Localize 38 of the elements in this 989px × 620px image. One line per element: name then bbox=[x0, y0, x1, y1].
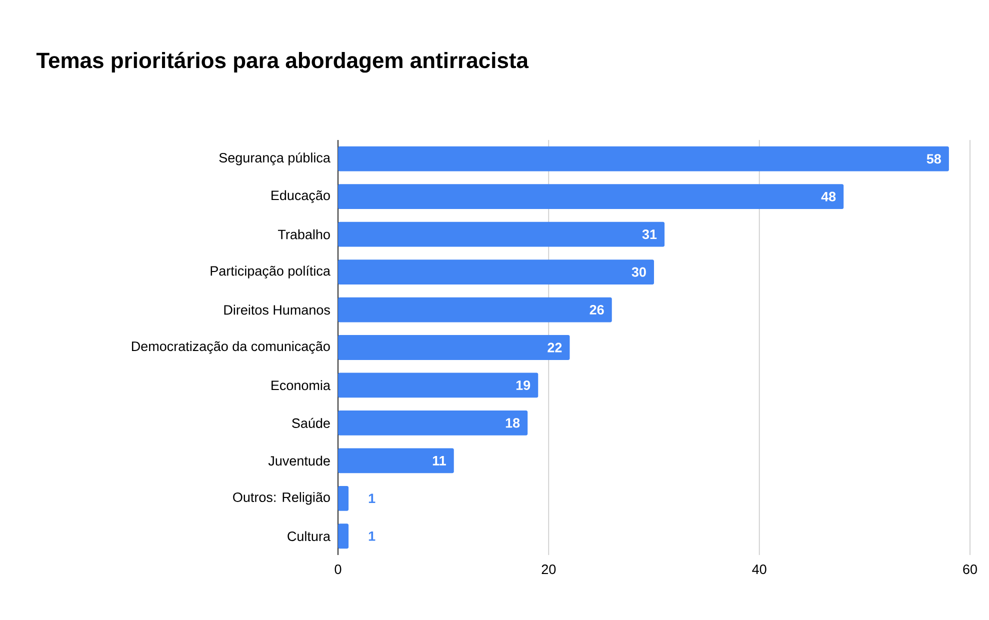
data-label: 31 bbox=[642, 230, 657, 240]
y-tick-label: Direitos Humanos bbox=[224, 304, 330, 315]
data-label: 48 bbox=[821, 192, 836, 202]
y-tick-label: Educação bbox=[272, 190, 330, 203]
bar bbox=[338, 448, 454, 474]
data-label: 1 bbox=[368, 531, 376, 541]
data-label: 1 bbox=[368, 494, 376, 504]
data-label: 30 bbox=[632, 267, 646, 277]
bar bbox=[338, 297, 612, 322]
y-tick-label: Economia bbox=[272, 380, 330, 390]
data-label: 26 bbox=[590, 304, 604, 315]
bar bbox=[338, 222, 665, 247]
y-tick-label: Participação política bbox=[210, 266, 330, 278]
bar bbox=[338, 146, 949, 172]
y-tick-label: Outros: Religião bbox=[233, 492, 330, 505]
data-label: 22 bbox=[548, 342, 562, 352]
y-tick-label: Saúde bbox=[292, 418, 330, 428]
data-label: 11 bbox=[432, 456, 446, 466]
bar bbox=[338, 524, 349, 549]
bar bbox=[338, 486, 349, 511]
data-label: 18 bbox=[506, 418, 520, 428]
data-label: 58 bbox=[926, 154, 941, 164]
y-tick-label: Juventude bbox=[268, 456, 330, 466]
y-tick-label: Democratização da comunicação bbox=[132, 341, 330, 354]
bar bbox=[338, 335, 570, 360]
data-label: 19 bbox=[516, 380, 530, 390]
x-tick-label: 0 bbox=[334, 564, 342, 574]
bar bbox=[338, 372, 538, 398]
bar bbox=[338, 410, 528, 436]
bar bbox=[338, 260, 654, 284]
chart-title: Temas prioritários para abordagem antirracista bbox=[36, 52, 529, 73]
y-tick-label: Segurança pública bbox=[219, 152, 330, 166]
bar bbox=[338, 184, 844, 210]
x-tick-label: 20 bbox=[542, 564, 556, 574]
x-tick-label: 40 bbox=[752, 564, 766, 574]
y-tick-label: Cultura bbox=[288, 531, 330, 542]
x-tick-label: 60 bbox=[963, 564, 977, 574]
y-tick-label: Trabalho bbox=[278, 229, 330, 240]
